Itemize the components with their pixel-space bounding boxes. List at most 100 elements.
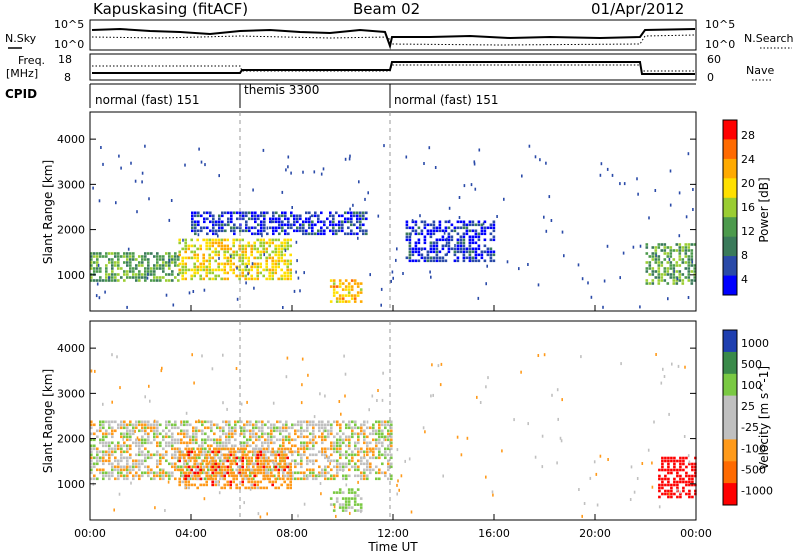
heatmap-cell bbox=[363, 438, 366, 442]
heatmap-cell bbox=[111, 267, 114, 270]
heatmap-cell bbox=[465, 247, 469, 251]
heatmap-cell bbox=[249, 423, 252, 427]
heatmap-cell bbox=[658, 495, 661, 499]
heatmap-cell bbox=[213, 471, 216, 475]
heatmap-cell bbox=[189, 453, 192, 457]
heatmap-cell bbox=[492, 250, 496, 254]
heatmap-cell bbox=[264, 453, 267, 457]
heatmap-speck bbox=[302, 170, 304, 174]
heatmap-cell bbox=[219, 462, 222, 466]
heatmap-cell bbox=[199, 462, 202, 466]
heatmap-cell bbox=[332, 229, 335, 233]
heatmap-cell bbox=[208, 247, 211, 251]
heatmap-cell bbox=[186, 474, 189, 478]
heatmap-cell bbox=[354, 474, 357, 478]
heatmap-cell bbox=[417, 259, 421, 263]
heatmap-speck bbox=[300, 401, 303, 405]
heatmap-cell bbox=[223, 465, 226, 469]
heatmap-cell bbox=[354, 468, 357, 472]
heatmap-cell bbox=[257, 232, 260, 236]
heatmap-cell bbox=[675, 279, 679, 282]
heatmap-speck bbox=[307, 373, 309, 377]
heatmap-cell bbox=[102, 426, 105, 430]
heatmap-cell bbox=[489, 223, 493, 227]
heatmap-cell bbox=[271, 453, 274, 457]
heatmap-cell bbox=[147, 438, 150, 442]
heatmap-cell bbox=[99, 420, 102, 424]
heatmap-cell bbox=[405, 256, 409, 260]
heatmap-speck bbox=[268, 447, 270, 451]
heatmap-speck bbox=[320, 492, 322, 496]
heatmap-speck bbox=[113, 508, 115, 512]
heatmap-cell bbox=[189, 438, 192, 442]
heatmap-cell bbox=[289, 277, 292, 281]
heatmap-cell bbox=[405, 220, 409, 224]
heatmap-cell bbox=[226, 262, 229, 266]
heatmap-speck bbox=[456, 435, 459, 439]
heatmap-cell bbox=[241, 256, 244, 260]
heatmap-cell bbox=[218, 226, 221, 230]
heatmap-cell bbox=[411, 247, 415, 251]
heatmap-cell bbox=[335, 232, 338, 236]
heatmap-cell bbox=[651, 273, 655, 276]
heatmap-cell bbox=[138, 429, 141, 433]
heatmap-cell bbox=[432, 223, 436, 227]
heatmap-speck bbox=[120, 166, 122, 170]
heatmap-cell bbox=[315, 474, 318, 478]
heatmap-cell bbox=[357, 435, 360, 439]
heatmap-cell bbox=[294, 429, 297, 433]
heatmap-speck bbox=[382, 371, 384, 375]
heatmap-cell bbox=[120, 468, 123, 472]
heatmap-speck bbox=[370, 448, 372, 452]
heatmap-cell bbox=[278, 226, 281, 230]
heatmap-cell bbox=[102, 459, 105, 463]
heatmap-cell bbox=[264, 438, 267, 442]
heatmap-cell bbox=[360, 429, 363, 433]
heatmap-cell bbox=[365, 217, 368, 221]
heatmap-cell bbox=[117, 279, 120, 282]
heatmap-speck bbox=[687, 454, 690, 458]
heatmap-cell bbox=[229, 471, 232, 475]
heatmap-cell bbox=[187, 471, 190, 475]
heatmap-cell bbox=[293, 220, 296, 224]
heatmap-cell bbox=[232, 447, 235, 451]
heatmap-speck bbox=[422, 426, 425, 430]
heatmap-cell bbox=[267, 420, 270, 424]
heatmap-cell bbox=[265, 259, 268, 263]
heatmap-cell bbox=[290, 214, 293, 218]
heatmap-cell bbox=[270, 471, 273, 475]
heatmap-cell bbox=[211, 241, 214, 245]
heatmap-cell bbox=[147, 267, 150, 270]
heatmap-cell bbox=[381, 423, 384, 427]
heatmap-cell bbox=[250, 253, 253, 257]
heatmap-cell bbox=[273, 474, 276, 478]
heatmap-cell bbox=[253, 486, 256, 490]
heatmap-cell bbox=[270, 468, 273, 472]
heatmap-cell bbox=[663, 270, 667, 273]
heatmap-cell bbox=[219, 447, 222, 451]
heatmap-cell bbox=[429, 229, 433, 233]
heatmap-cell bbox=[282, 429, 285, 433]
heatmap-speck bbox=[641, 462, 644, 465]
heatmap-cell bbox=[203, 226, 206, 230]
heatmap-cell bbox=[253, 471, 256, 475]
heatmap-speck bbox=[688, 460, 691, 464]
heatmap-cell bbox=[237, 420, 240, 424]
heatmap-cell bbox=[281, 214, 284, 218]
heatmap-cell bbox=[447, 244, 451, 248]
heatmap-cell bbox=[255, 420, 258, 424]
heatmap-cell bbox=[375, 420, 378, 424]
heatmap-cell bbox=[341, 220, 344, 224]
heatmap-cell bbox=[651, 279, 655, 282]
heatmap-cell bbox=[324, 477, 327, 481]
heatmap-cell bbox=[260, 214, 263, 218]
heatmap-cell bbox=[216, 447, 219, 451]
heatmap-cell bbox=[165, 474, 168, 478]
heatmap-cell bbox=[105, 267, 108, 270]
heatmap-speck bbox=[306, 475, 309, 478]
heatmap-cell bbox=[240, 441, 243, 445]
heatmap-cell bbox=[265, 256, 268, 260]
heatmap-cell bbox=[200, 229, 203, 233]
heatmap-cell bbox=[284, 232, 287, 236]
heatmap-cell bbox=[208, 447, 211, 451]
